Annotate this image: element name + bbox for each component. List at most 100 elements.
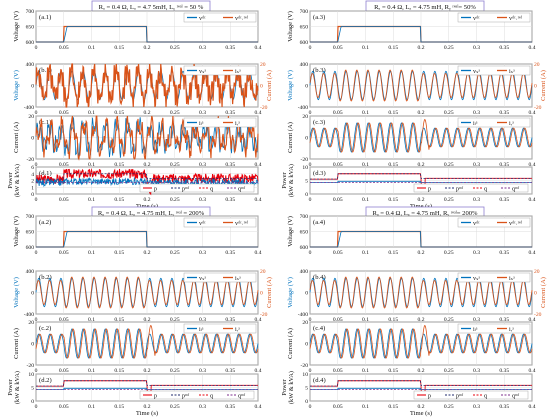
series-load-current — [309, 328, 533, 359]
legend-label: qʳᵉᶠ — [512, 393, 520, 399]
x-tick-label: 0.4 — [529, 368, 536, 374]
x-tick-label: 0 — [35, 250, 38, 256]
series-ref-current — [35, 115, 259, 161]
x-tick-label: 0 — [309, 110, 312, 116]
x-tick-label: 0.1 — [88, 110, 95, 116]
right-tick-label: 20 — [260, 62, 266, 68]
panel-tag: (a.3) — [313, 14, 325, 21]
x-tick-label: 0.15 — [114, 317, 124, 323]
panel-tag: (d.1) — [39, 170, 52, 177]
x-tick-label: 0.1 — [88, 317, 95, 323]
x-tick-label: 0.05 — [59, 250, 69, 256]
x-tick-label: 0.35 — [225, 317, 235, 323]
y-tick-label: 0 — [305, 84, 308, 90]
x-tick-label: 0.25 — [170, 162, 180, 168]
right-tick-label: -20 — [534, 105, 542, 111]
x-tick-label: 0.35 — [499, 368, 509, 374]
x-tick-label: 0.3 — [473, 250, 480, 256]
legend-label: iₗᵃ — [199, 326, 204, 333]
x-tick-label: 0 — [35, 162, 38, 168]
x-tick-label: 0.35 — [225, 110, 235, 116]
y-axis-label: Current (A) — [13, 122, 20, 153]
y-tick-label: 1 — [31, 185, 34, 191]
x-tick-label: 0.15 — [388, 250, 398, 256]
right-tick-label: -20 — [534, 312, 542, 318]
y-tick-label: 400 — [300, 269, 309, 275]
data-traces — [36, 230, 258, 248]
panel-tag: (b.2) — [39, 274, 52, 281]
x-tick-label: 0.15 — [114, 45, 124, 51]
x-axis-label: Time (s) — [410, 410, 432, 417]
x-tick-label: 0 — [35, 404, 38, 410]
x-tick-label: 0.4 — [255, 162, 262, 168]
x-tick-label: 0.4 — [529, 110, 536, 116]
x-tick-label: 0.05 — [59, 162, 69, 168]
x-tick-label: 0.25 — [444, 197, 454, 203]
x-tick-label: 0.3 — [199, 197, 206, 203]
y-axis-label: Voltage (V) — [287, 11, 294, 42]
panel-tag: (c.1) — [39, 119, 51, 126]
y-tick-label: -20 — [301, 157, 309, 163]
right-tick-label: 20 — [534, 62, 540, 68]
panel-a.3: 600 650 700 0 0.05 0.1 0.15 0.2 0.25 0.3 0.35 0.4 Vo… — [287, 9, 536, 51]
quadrant-q1: Rₐ = 0.4 Ω, Lₐ = 4.7 5mH, Lᵧ ʳᵉᵃˡ = 50 %… — [7, 0, 273, 210]
x-axis-label: Time (s) — [136, 410, 158, 417]
y-tick-label: 20 — [302, 320, 308, 326]
right-tick-label: 0 — [534, 291, 537, 297]
legend-label: qʳᵉᶠ — [512, 186, 520, 192]
x-tick-label: 0.4 — [255, 404, 262, 410]
y-tick-label: 0 — [305, 291, 308, 297]
y-axis-label: Power — [7, 378, 14, 395]
legend-box — [139, 390, 255, 400]
x-tick-label: 0.2 — [418, 368, 425, 374]
x-tick-label: 0.25 — [170, 250, 180, 256]
x-tick-label: 0.3 — [473, 317, 480, 323]
x-tick-label: 0 — [35, 110, 38, 116]
y-tick-label: 600 — [300, 40, 309, 46]
y-tick-label: 600 — [26, 40, 35, 46]
data-traces — [309, 276, 533, 309]
x-tick-label: 0.4 — [255, 317, 262, 323]
legend: p pʳᵉᶠ q qʳᵉᶠ — [413, 390, 529, 399]
x-tick-label: 0.15 — [114, 404, 124, 410]
legend-label: iᵣᵃ — [235, 120, 240, 127]
x-tick-label: 0.25 — [444, 368, 454, 374]
series-load-current — [309, 122, 533, 153]
x-tick-label: 0.05 — [59, 197, 69, 203]
x-tick-label: 0.1 — [88, 45, 95, 51]
x-tick-label: 0.25 — [170, 45, 180, 51]
legend-label: p — [428, 186, 431, 192]
y-tick-label: 650 — [300, 25, 309, 31]
x-tick-label: 0.3 — [473, 368, 480, 374]
x-tick-label: 0 — [309, 250, 312, 256]
x-tick-label: 0 — [35, 317, 38, 323]
y-tick-label: 20 — [302, 114, 308, 120]
y-tick-label: 700 — [300, 9, 309, 15]
x-tick-label: 0.15 — [114, 250, 124, 256]
x-tick-label: 0.4 — [529, 404, 536, 410]
x-tick-label: 0.25 — [444, 110, 454, 116]
x-tick-label: 0.1 — [362, 110, 369, 116]
legend-label: iₛᵃ — [509, 275, 515, 282]
x-tick-label: 0.1 — [88, 404, 95, 410]
x-tick-label: 0.4 — [255, 45, 262, 51]
y-tick-label: 0 — [305, 192, 308, 198]
legend-label: vₛᵃ — [473, 275, 480, 282]
x-tick-label: 0.2 — [144, 250, 151, 256]
x-tick-label: 0 — [309, 45, 312, 51]
panel-a.4: 600 650 700 0 0.05 0.1 0.15 0.2 0.25 0.3 0.35 0.4 Vo… — [287, 214, 536, 256]
data-traces — [310, 25, 532, 43]
legend-label: vᵈᶜ — [473, 15, 480, 22]
legend-box — [139, 183, 255, 193]
x-tick-label: 0.4 — [529, 197, 536, 203]
y-tick-label: 5 — [305, 179, 308, 185]
data-traces — [35, 63, 259, 108]
y-tick-label: 650 — [26, 25, 35, 31]
x-tick-label: 0 — [35, 45, 38, 51]
x-tick-label: 0.15 — [388, 162, 398, 168]
y-tick-label: 600 — [300, 245, 309, 251]
legend-label: q — [484, 393, 487, 399]
legend-box — [457, 272, 531, 283]
